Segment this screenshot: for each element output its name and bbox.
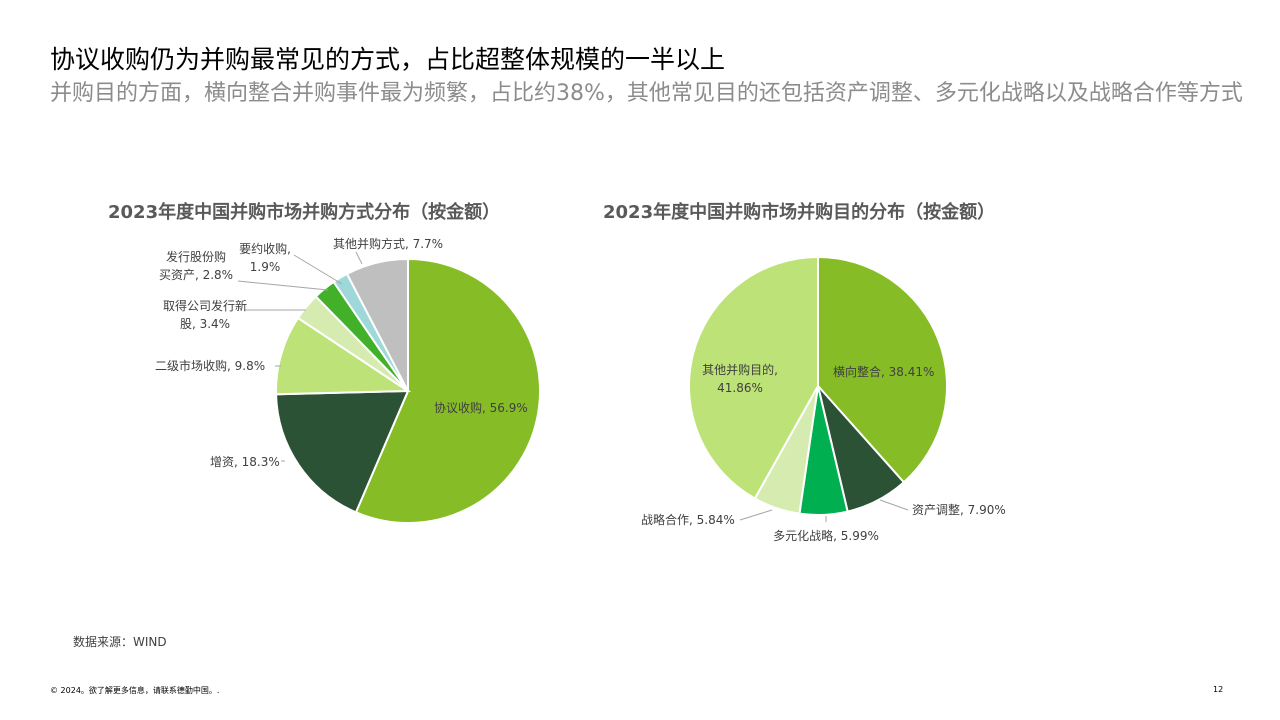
footer-copyright: © 2024。欲了解更多信息，请联系德勤中国。. <box>50 686 220 695</box>
slice-label: 发行股份购买资产, 2.8% <box>159 249 233 282</box>
pie-slice <box>275 389 410 514</box>
leader-line <box>293 254 343 285</box>
slice-label: 其他并购目的, 41.86% <box>702 362 778 395</box>
leader-line <box>237 280 329 291</box>
slice-label: 战略合作, 5.84% <box>641 512 735 527</box>
pie-slice <box>345 257 409 392</box>
slice-label: 增资, 18.3% <box>210 455 280 469</box>
leader-line <box>739 509 773 521</box>
slice-label: 其他并购方式, 7.7% <box>333 236 443 251</box>
slice-label: 资产调整, 7.90% <box>912 502 1006 517</box>
slice-label: 取得公司发行新股, 3.4% <box>163 298 247 331</box>
pie-chart-1: 协议收购, 56.9% 增资, 18.3% 二级市场收购, 9.8% 取得公司发行新股… <box>155 236 541 524</box>
slide-subtitle: 并购目的方面，横向整合并购事件最为频繁，占比约38%，其他常见目的还包括资产调整… <box>50 81 1243 106</box>
pie-chart-2: 横向整合, 38.41% 资产调整, 7.90% 多元化战略, 5.99% 战略合作,… <box>641 255 1006 543</box>
pie-slice <box>275 316 412 396</box>
slice-label: 多元化战略, 5.99% <box>773 528 879 543</box>
pie-slice <box>354 257 541 524</box>
pie-slice <box>688 255 819 500</box>
chart2-title: 2023年度中国并购市场并购目的分布（按金额） <box>603 202 996 223</box>
chart1-title: 2023年度中国并购市场并购方式分布（按金额） <box>108 202 501 223</box>
slice-label: 要约收购, 1.9% <box>239 241 291 274</box>
slide-title: 协议收购仍为并购最常见的方式，占比超整体规模的一半以上 <box>50 45 726 74</box>
data-source: 数据来源：WIND <box>73 635 167 649</box>
slice-label: 协议收购, 56.9% <box>434 400 528 415</box>
page-number: 12 <box>1213 685 1224 694</box>
slice-label: 二级市场收购, 9.8% <box>155 358 265 373</box>
pie-slice <box>817 255 948 484</box>
slice-label: 横向整合, 38.41% <box>833 364 934 379</box>
leader-line <box>879 499 909 511</box>
leader-line <box>355 251 363 265</box>
